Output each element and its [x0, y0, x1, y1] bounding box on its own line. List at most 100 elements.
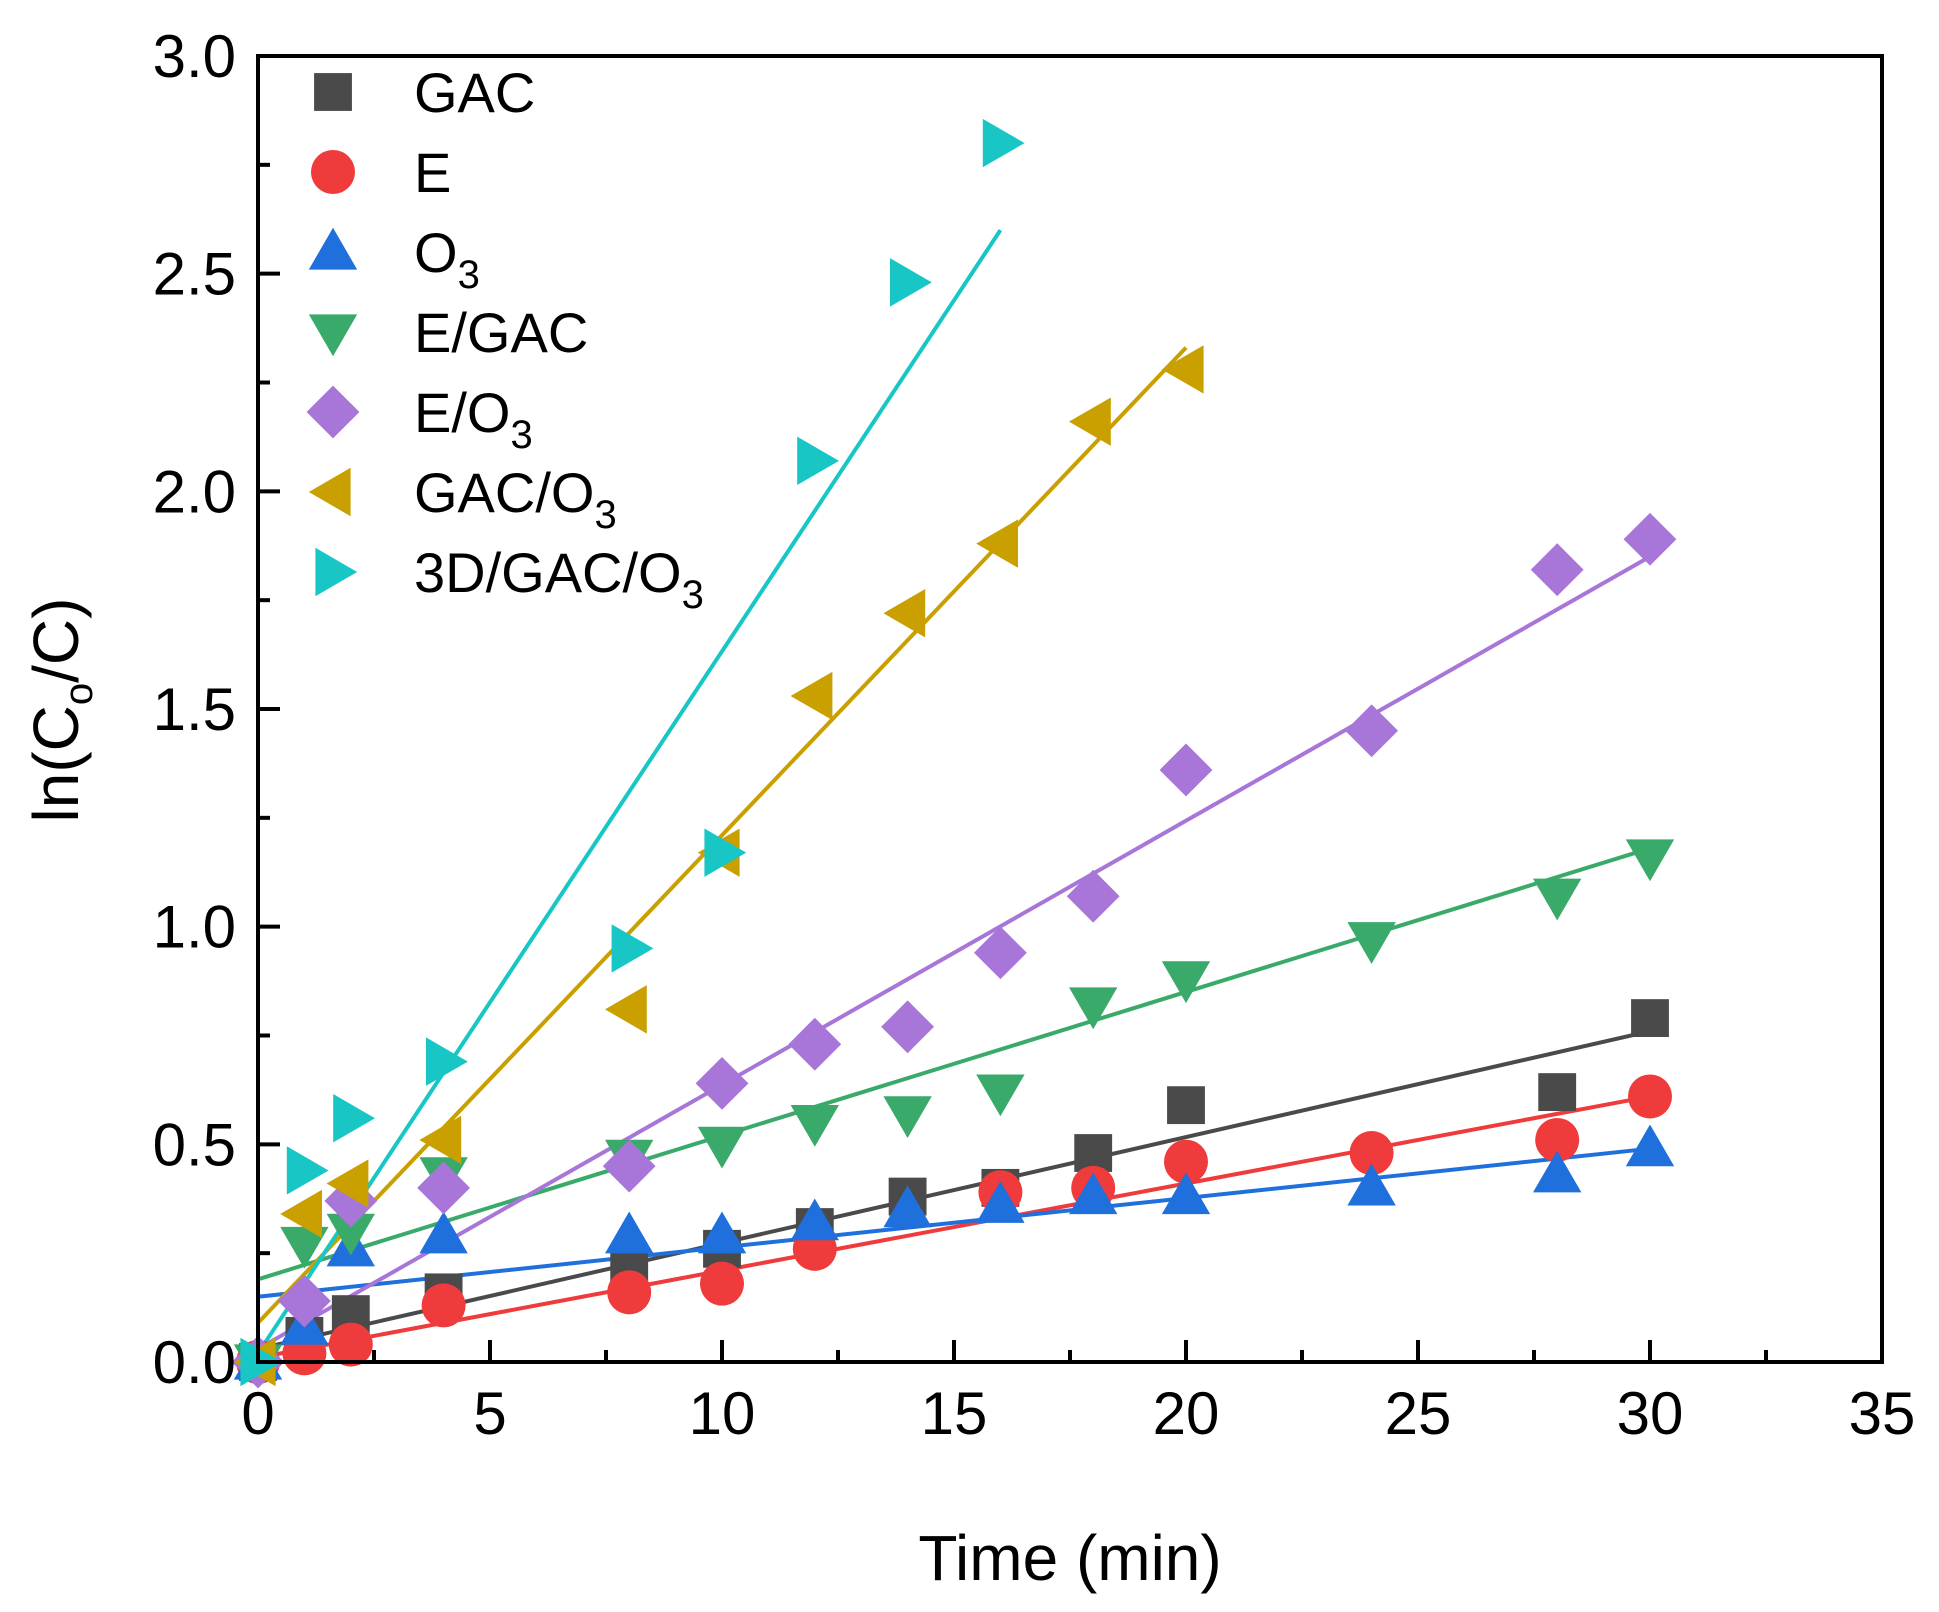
data-point-o3	[883, 1185, 932, 1228]
data-point-o3	[976, 1181, 1025, 1223]
data-point-3d-gac-o3	[890, 258, 932, 307]
data-point-e-gac	[1347, 922, 1396, 964]
data-point-e-gac	[280, 1226, 329, 1269]
legend-label-e: E	[414, 141, 451, 204]
x-tick-label: 0	[241, 1380, 274, 1447]
data-point-gac	[1074, 1134, 1113, 1172]
legend-label-o3: O3	[414, 221, 480, 297]
data-point-gac-o3	[976, 519, 1018, 568]
data-point-e-o3	[602, 1139, 656, 1193]
y-tick-label: 2.0	[153, 458, 236, 525]
data-point-e-gac	[883, 1096, 932, 1139]
y-tick-label: 2.5	[153, 241, 236, 308]
fit-lines	[256, 229, 1651, 1360]
data-point-o3	[1533, 1150, 1582, 1193]
legend-marker-o3	[308, 227, 358, 270]
data-point-e	[328, 1322, 373, 1367]
data-point-e-gac	[1533, 878, 1582, 921]
data-point-e	[421, 1283, 466, 1328]
data-point-e-o3	[1530, 543, 1584, 597]
data-point-e-gac	[1069, 987, 1118, 1030]
data-point-gac-o3	[1069, 397, 1111, 446]
legend-item-e: E	[311, 141, 451, 204]
legend-label-gac-o3: GAC/O3	[414, 461, 617, 537]
legend-item-e-o3: E/O3	[306, 381, 533, 457]
data-point-gac	[1631, 999, 1669, 1038]
legend-marker-e-o3	[306, 385, 360, 439]
data-point-gac-o3	[1161, 345, 1204, 394]
legend-item-o3: O3	[308, 221, 480, 297]
data-point-o3	[697, 1211, 747, 1254]
data-point-e	[700, 1261, 744, 1306]
data-point-e	[1164, 1139, 1208, 1184]
x-tick-label: 30	[1617, 1380, 1684, 1447]
legend-marker-e	[311, 150, 355, 194]
data-point-3d-gac-o3	[982, 118, 1025, 168]
legend-marker-gac-o3	[308, 467, 351, 517]
fit-line-gac	[257, 1029, 1651, 1351]
y-tick-label: 0.0	[153, 1329, 236, 1396]
data-point-e-o3	[278, 1274, 331, 1328]
data-point-o3	[790, 1198, 839, 1241]
data-point-e	[1535, 1117, 1580, 1162]
data-point-gac-o3	[790, 671, 833, 721]
data-point-3d-gac-o3	[611, 924, 654, 973]
x-axis-title: Time (min)	[918, 1522, 1221, 1594]
x-tick-label: 15	[921, 1380, 988, 1447]
legend-marker-gac	[314, 73, 352, 111]
data-point-3d-gac-o3	[704, 828, 747, 877]
tick-labels: 0 5 10 15 20 25 30 35 0.0 0.5 1.0 1.5 2.0 2.5 3.0	[153, 23, 1916, 1447]
data-point-e	[1349, 1131, 1394, 1176]
x-tick-label: 35	[1849, 1380, 1916, 1447]
data-point-e-gac	[326, 1213, 375, 1256]
data-point-e-o3	[1345, 704, 1398, 758]
data-point-e-o3	[1623, 512, 1677, 566]
legend-marker-3d-gac-o3	[315, 547, 358, 597]
data-point-gac	[1167, 1086, 1205, 1125]
legend-item-3d-gac-o3: 3D/GAC/O3	[315, 541, 704, 617]
x-tick-label: 5	[473, 1380, 506, 1447]
data-point-3d-gac-o3	[333, 1094, 375, 1143]
legend-item-e-gac: E/GAC	[308, 301, 588, 364]
data-point-gac-o3	[280, 1189, 322, 1239]
y-tick-label: 0.5	[153, 1111, 236, 1178]
data-point-o3	[1161, 1172, 1211, 1215]
data-point-e-o3	[324, 1174, 378, 1228]
data-point-3d-gac-o3	[286, 1146, 329, 1195]
fit-line-3d-gac-o3	[256, 229, 1003, 1355]
data-point-gac-o3	[326, 1159, 369, 1208]
legend-marker-e-gac	[308, 314, 358, 357]
data-point-e-o3	[417, 1161, 470, 1215]
y-tick-label: 1.5	[153, 676, 236, 743]
data-point-e-o3	[974, 926, 1027, 980]
data-point-e-o3	[1066, 869, 1120, 923]
legend-label-e-gac: E/GAC	[414, 301, 588, 364]
data-point-gac-o3	[605, 985, 647, 1034]
data-point-e-gac	[790, 1104, 839, 1147]
data-point-o3	[1347, 1163, 1396, 1206]
x-tick-label: 10	[689, 1380, 756, 1447]
data-point-e-gac	[1625, 839, 1675, 882]
data-point-e	[607, 1270, 652, 1315]
fit-line-e	[257, 1094, 1651, 1360]
data-point-e-o3	[881, 1000, 934, 1054]
data-point-e-o3	[695, 1056, 749, 1110]
fit-line-e-o3	[257, 554, 1651, 1351]
data-point-o3	[605, 1211, 654, 1254]
data-point-e-o3	[1159, 743, 1213, 797]
data-point-gac	[1538, 1073, 1577, 1112]
data-point-o3	[419, 1211, 468, 1254]
legend-label-e-o3: E/O3	[414, 381, 533, 457]
x-tick-label: 20	[1153, 1380, 1220, 1447]
data-point-gac-o3	[419, 1115, 462, 1165]
data-point-3d-gac-o3	[797, 436, 839, 486]
fit-line-gac-o3	[256, 346, 1188, 1325]
legend-item-gac: GAC	[314, 61, 535, 124]
data-point-e-gac	[697, 1126, 747, 1169]
data-point-3d-gac-o3	[426, 1037, 468, 1086]
legend-label-gac: GAC	[414, 61, 535, 124]
data-point-e-gac	[976, 1074, 1025, 1117]
axis-ticks	[256, 54, 1884, 1364]
